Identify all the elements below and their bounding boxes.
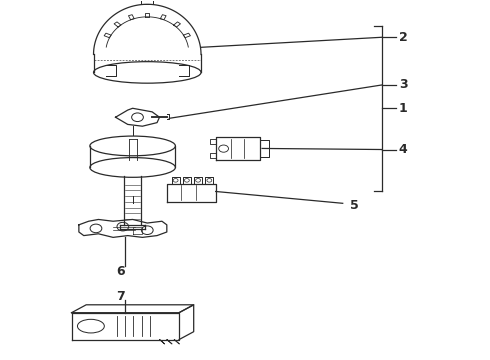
Text: 3: 3 xyxy=(399,78,408,91)
Text: 6: 6 xyxy=(116,265,125,278)
Text: 1: 1 xyxy=(399,102,408,115)
Text: 2: 2 xyxy=(399,31,408,44)
Text: 5: 5 xyxy=(350,199,359,212)
Text: 4: 4 xyxy=(399,143,408,156)
Text: 7: 7 xyxy=(116,290,125,303)
